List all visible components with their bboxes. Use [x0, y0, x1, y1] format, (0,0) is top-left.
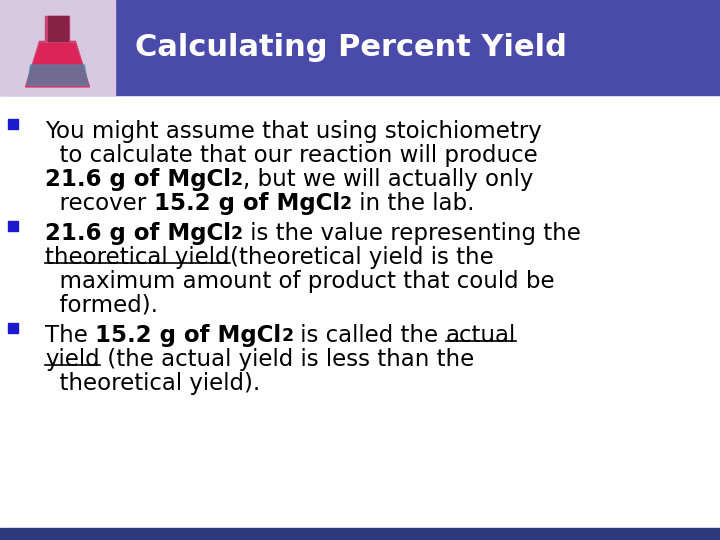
- Text: maximum amount of product that could be: maximum amount of product that could be: [45, 270, 554, 293]
- Text: theoretical yield: theoretical yield: [45, 246, 230, 269]
- Text: 2: 2: [231, 225, 243, 243]
- Text: recover: recover: [45, 192, 153, 215]
- Text: theoretical yield).: theoretical yield).: [45, 372, 260, 395]
- Text: 2: 2: [340, 195, 352, 213]
- Bar: [0, 528, 720, 540]
- Text: yield: yield: [45, 348, 99, 371]
- Text: 15.2 g of MgCl: 15.2 g of MgCl: [153, 192, 340, 215]
- Text: (theoretical yield is the: (theoretical yield is the: [230, 246, 493, 269]
- Bar: [0, 0, 720, 95]
- Text: to calculate that our reaction will produce: to calculate that our reaction will prod…: [45, 144, 538, 167]
- Text: You might assume that using stoichiometry: You might assume that using stoichiometr…: [45, 120, 541, 143]
- Text: (the actual yield is less than the: (the actual yield is less than the: [99, 348, 474, 371]
- Text: 2: 2: [231, 171, 243, 189]
- Text: 21.6 g of MgCl: 21.6 g of MgCl: [45, 222, 231, 245]
- Text: 15.2 g of MgCl: 15.2 g of MgCl: [95, 324, 282, 347]
- Text: actual: actual: [446, 324, 516, 347]
- Polygon shape: [25, 16, 89, 87]
- Text: in the lab.: in the lab.: [352, 192, 474, 215]
- Text: 21.6 g of MgCl: 21.6 g of MgCl: [45, 168, 231, 191]
- Text: Calculating Percent Yield: Calculating Percent Yield: [135, 33, 567, 62]
- Bar: [8, 119, 18, 129]
- Text: 2: 2: [282, 327, 293, 345]
- Bar: [48, 16, 68, 42]
- Bar: [8, 323, 18, 333]
- Text: is called the: is called the: [293, 324, 446, 347]
- Text: , but we will actually only: , but we will actually only: [243, 168, 534, 191]
- Text: is the value representing the: is the value representing the: [243, 222, 581, 245]
- Bar: [0, 0, 115, 95]
- Bar: [8, 221, 18, 231]
- Polygon shape: [27, 65, 88, 85]
- Text: The: The: [45, 324, 95, 347]
- Text: formed).: formed).: [45, 294, 158, 317]
- Polygon shape: [27, 44, 88, 83]
